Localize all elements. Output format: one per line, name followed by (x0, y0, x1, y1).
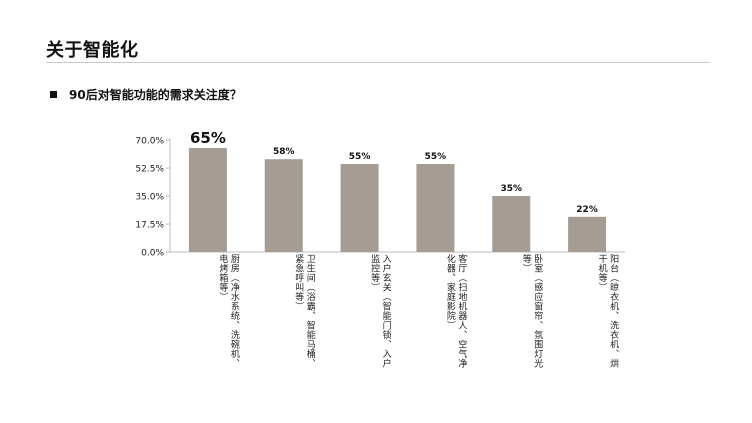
question-line: 90后对智能功能的需求关注度？ (50, 86, 242, 103)
category-label: 客厅（扫地机器人、空气净化器、家庭影院） (444, 254, 467, 368)
category-label: 卫生间（浴霸、智能马桶、紧急呼叫等） (293, 254, 315, 368)
bar (568, 216, 607, 252)
bar-value-label: 58% (273, 147, 295, 157)
category-label: 厨房（净水系统、洗碗机、电烤箱等） (217, 254, 239, 368)
question-text: 90后对智能功能的需求关注度？ (69, 88, 242, 102)
bar (188, 148, 227, 252)
y-tick-label: 0.0% (141, 249, 164, 259)
title-divider (46, 62, 710, 63)
bar-value-label: 55% (349, 152, 371, 162)
bar (416, 164, 455, 252)
bar (340, 164, 379, 252)
bar (492, 196, 531, 252)
category-label: 阳台（晾衣机、洗衣机、烘干机等） (596, 254, 619, 368)
bar-value-label: 55% (425, 152, 447, 162)
bar-value-label: 65% (190, 129, 226, 147)
bar (264, 159, 303, 252)
bar-value-label: 22% (576, 205, 598, 215)
y-tick-label: 35.0% (135, 193, 164, 203)
y-tick-label: 52.5% (135, 165, 164, 175)
y-tick-label: 17.5% (135, 221, 164, 231)
slide-title: 关于智能化 (46, 40, 139, 61)
bar-value-label: 35% (500, 184, 522, 194)
category-label: 卧室（感应窗帘、氛围灯光等） (520, 254, 543, 368)
square-bullet-icon (50, 91, 57, 98)
y-tick-label: 70.0% (135, 137, 164, 147)
category-label: 入户玄关（智能门锁、入户监控等） (369, 254, 391, 368)
